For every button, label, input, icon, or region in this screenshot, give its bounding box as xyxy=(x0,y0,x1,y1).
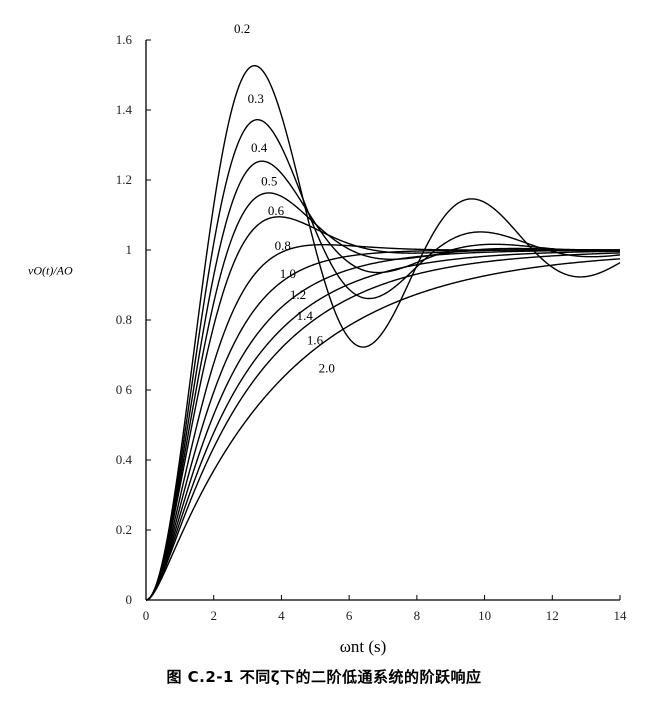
curve-zeta-2.0 xyxy=(145,258,621,601)
curve-zeta-1.6 xyxy=(145,252,621,601)
y-axis-label: vO(t)/AO xyxy=(28,264,73,278)
axes: 0 2 4 6 8 10 12 14 0 0.2 0.4 0 6 0.8 1 1.2 1.4 1.6 xyxy=(116,32,627,623)
y-tick-label: 1.2 xyxy=(116,172,132,187)
curve-zeta-0.3 xyxy=(145,118,621,601)
x-tick-label: 14 xyxy=(614,608,628,623)
y-tick-label: 0 xyxy=(126,592,133,607)
curve-zeta-1.0 xyxy=(145,249,620,601)
curve-zeta-0.2 xyxy=(145,64,621,601)
curve-label-1.2: 1.2 xyxy=(290,287,306,302)
y-tick-label: 1.4 xyxy=(116,102,133,117)
curve-label-1.6: 1.6 xyxy=(307,333,324,348)
x-tick-label: 8 xyxy=(414,608,421,623)
x-tick-label: 6 xyxy=(346,608,353,623)
x-axis-label: ωnt (s) xyxy=(340,637,387,656)
curve-labels: 0.2 0.3 0.4 0.5 0.6 0.8 1.0 1.2 1.4 1.6 2.0 xyxy=(234,21,335,376)
curve-zeta-0.5 xyxy=(145,192,621,601)
curve-label-0.2: 0.2 xyxy=(234,21,250,36)
curve-label-0.5: 0.5 xyxy=(261,173,277,188)
figure-caption: 图 C.2-1 不同ζ下的二阶低通系统的阶跃响应 xyxy=(166,668,482,686)
x-tick-label: 0 xyxy=(143,608,150,623)
curve-zeta-1.2 xyxy=(145,249,620,601)
curve-label-1.4: 1.4 xyxy=(297,308,314,323)
y-tick-label: 0.4 xyxy=(116,452,133,467)
y-tick-label: 0.8 xyxy=(116,312,132,327)
curves xyxy=(145,64,621,601)
curve-zeta-1.4 xyxy=(145,250,621,601)
curve-label-1.0: 1.0 xyxy=(280,266,296,281)
curve-label-2.0: 2.0 xyxy=(319,361,335,376)
curve-label-0.4: 0.4 xyxy=(251,140,268,155)
y-tick-label: 0.2 xyxy=(116,522,132,537)
curve-label-0.8: 0.8 xyxy=(275,238,291,253)
curve-zeta-0.8 xyxy=(145,243,620,601)
y-tick-label: 0 6 xyxy=(116,382,133,397)
x-tick-label: 2 xyxy=(210,608,217,623)
y-tick-label: 1 xyxy=(126,242,133,257)
x-tick-label: 4 xyxy=(278,608,285,623)
curve-label-0.3: 0.3 xyxy=(248,91,264,106)
curve-label-0.6: 0.6 xyxy=(268,203,285,218)
curve-zeta-0.6 xyxy=(145,216,621,601)
x-tick-label: 10 xyxy=(478,608,491,623)
y-tick-label: 1.6 xyxy=(116,32,133,47)
x-tick-label: 12 xyxy=(546,608,559,623)
